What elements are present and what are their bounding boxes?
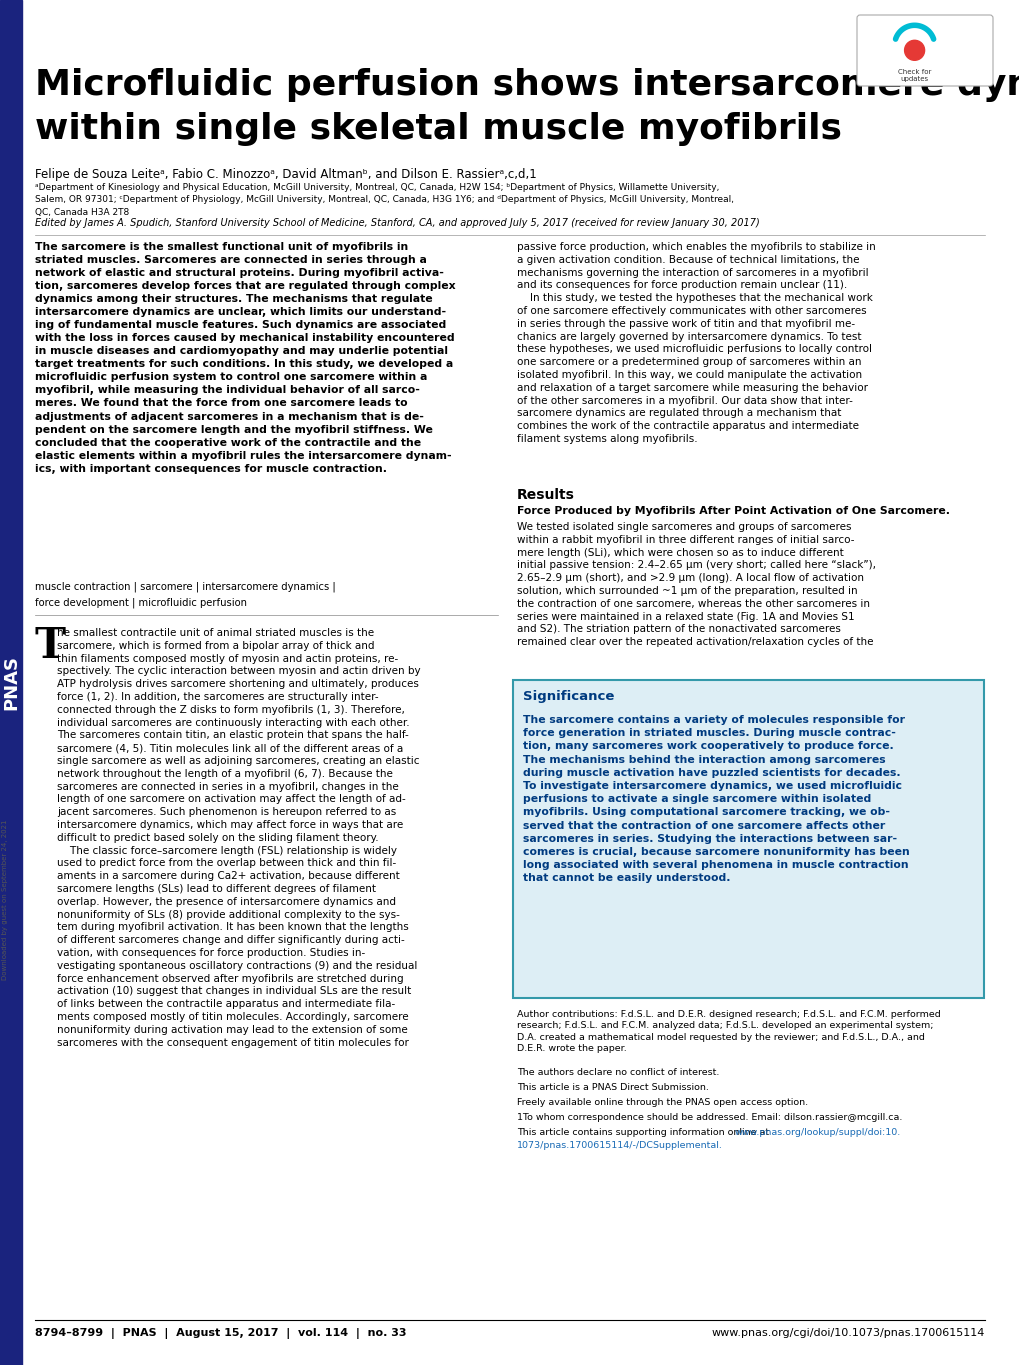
FancyBboxPatch shape bbox=[856, 15, 993, 86]
Text: T: T bbox=[35, 625, 66, 667]
Text: Results: Results bbox=[517, 489, 575, 502]
Text: We tested isolated single sarcomeres and groups of sarcomeres
within a rabbit my: We tested isolated single sarcomeres and… bbox=[517, 521, 875, 647]
Text: 8794–8799  |  PNAS  |  August 15, 2017  |  vol. 114  |  no. 33: 8794–8799 | PNAS | August 15, 2017 | vol… bbox=[35, 1328, 407, 1339]
Text: Microfluidic perfusion shows intersarcomere dynamics: Microfluidic perfusion shows intersarcom… bbox=[35, 68, 1019, 102]
Circle shape bbox=[904, 41, 923, 60]
Text: within single skeletal muscle myofibrils: within single skeletal muscle myofibrils bbox=[35, 112, 841, 146]
Text: Force Produced by Myofibrils After Point Activation of One Sarcomere.: Force Produced by Myofibrils After Point… bbox=[517, 506, 949, 516]
Text: Freely available online through the PNAS open access option.: Freely available online through the PNAS… bbox=[517, 1097, 807, 1107]
Text: www.pnas.org/cgi/doi/10.1073/pnas.1700615114: www.pnas.org/cgi/doi/10.1073/pnas.170061… bbox=[711, 1328, 984, 1338]
Text: passive force production, which enables the myofibrils to stabilize in
a given a: passive force production, which enables … bbox=[517, 242, 875, 444]
Text: 1073/pnas.1700615114/-/DCSupplemental.: 1073/pnas.1700615114/-/DCSupplemental. bbox=[517, 1141, 722, 1149]
Text: The sarcomere is the smallest functional unit of myofibrils in
striated muscles.: The sarcomere is the smallest functional… bbox=[35, 242, 455, 474]
Text: www.pnas.org/lookup/suppl/doi:10.: www.pnas.org/lookup/suppl/doi:10. bbox=[735, 1127, 901, 1137]
Text: Felipe de Souza Leiteᵃ, Fabio C. Minozzoᵃ, David Altmanᵇ, and Dilson E. Rassierᵃ: Felipe de Souza Leiteᵃ, Fabio C. Minozzo… bbox=[35, 168, 536, 182]
Text: ᵃDepartment of Kinesiology and Physical Education, McGill University, Montreal, : ᵃDepartment of Kinesiology and Physical … bbox=[35, 183, 734, 217]
Text: Check for
updates: Check for updates bbox=[897, 68, 930, 82]
Text: This article is a PNAS Direct Submission.: This article is a PNAS Direct Submission… bbox=[517, 1082, 708, 1092]
Bar bbox=[0, 0, 22, 1365]
Text: muscle contraction | sarcomere | intersarcomere dynamics |: muscle contraction | sarcomere | intersa… bbox=[35, 581, 335, 592]
Text: he smallest contractile unit of animal striated muscles is the
sarcomere, which : he smallest contractile unit of animal s… bbox=[57, 628, 420, 1047]
Text: The sarcomere contains a variety of molecules responsible for
force generation i: The sarcomere contains a variety of mole… bbox=[523, 715, 909, 883]
Text: force development | microfluidic perfusion: force development | microfluidic perfusi… bbox=[35, 597, 247, 607]
Text: Edited by James A. Spudich, Stanford University School of Medicine, Stanford, CA: Edited by James A. Spudich, Stanford Uni… bbox=[35, 218, 759, 228]
Text: This article contains supporting information online at: This article contains supporting informa… bbox=[517, 1127, 771, 1137]
Text: Significance: Significance bbox=[523, 689, 613, 703]
Text: PNAS: PNAS bbox=[2, 655, 20, 711]
Text: The authors declare no conflict of interest.: The authors declare no conflict of inter… bbox=[517, 1067, 718, 1077]
Text: 1To whom correspondence should be addressed. Email: dilson.rassier@mcgill.ca.: 1To whom correspondence should be addres… bbox=[517, 1112, 902, 1122]
FancyBboxPatch shape bbox=[513, 680, 983, 998]
Text: Downloaded by guest on September 24, 2021: Downloaded by guest on September 24, 202… bbox=[2, 820, 8, 980]
Text: Author contributions: F.d.S.L. and D.E.R. designed research; F.d.S.L. and F.C.M.: Author contributions: F.d.S.L. and D.E.R… bbox=[517, 1010, 940, 1054]
